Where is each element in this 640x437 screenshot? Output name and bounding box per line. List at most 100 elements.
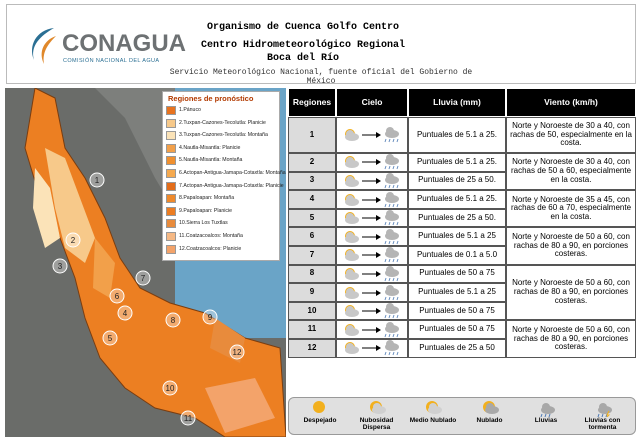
cloud (386, 210, 394, 219)
legend-label: 9.Papaloapan: Planicie (179, 207, 233, 214)
arrow-head (376, 308, 381, 315)
weather-icon (597, 403, 612, 417)
rain-cell: Puntuales de 5.1 a 25 (408, 283, 506, 302)
rain-cell: Puntuales de 5.1 a 25. (408, 153, 506, 172)
sky-cell (336, 227, 408, 246)
region-cell: 1 (288, 117, 336, 153)
cloud (346, 130, 354, 138)
legend-swatch (166, 194, 176, 204)
legend-swatch (166, 131, 176, 141)
cloud (346, 324, 354, 333)
cloud (386, 191, 394, 200)
weather-icon (426, 401, 442, 414)
region-marker-label: 10 (166, 384, 175, 393)
region-cell: 2 (288, 153, 336, 172)
region-cell: 9 (288, 283, 336, 302)
cloud (386, 303, 394, 312)
legend-label: 11.Coatzacoalcos: Montaña (179, 233, 243, 239)
region-marker-label: 11 (184, 414, 193, 423)
cloud (346, 343, 354, 352)
arrow-head (376, 270, 381, 277)
arrow-head (376, 289, 381, 296)
cloud (346, 194, 354, 203)
rain-cell: Puntuales de 0.1 a 5.0 (408, 246, 506, 265)
cloud (346, 213, 354, 222)
rain (384, 352, 399, 356)
legend-label: 3.Tuxpan-Cazones-Tecolutla: Montaña (179, 132, 268, 139)
region-marker (102, 330, 118, 346)
sky-legend-label: Lluvias con tormenta (584, 417, 621, 431)
legend-label: 2.Tuxpan-Cazones-Tecolutla: Planicie (179, 119, 266, 126)
lightning (605, 410, 610, 417)
rain-cell: Puntuales de 25 a 50 (408, 339, 506, 358)
cloud (346, 231, 354, 240)
cloud (372, 403, 381, 411)
region-marker (109, 288, 125, 304)
cloud (386, 154, 394, 163)
sun (313, 401, 325, 413)
rain (384, 277, 399, 282)
legend-label: 10.Sierra Los Tuxtlas (179, 220, 228, 227)
rain (384, 296, 399, 300)
weather-icon (345, 127, 399, 143)
header-line: Centro Hidrometeorológico Regional (200, 40, 406, 51)
sky-cell (336, 208, 408, 228)
region-marker (165, 312, 181, 328)
header-line: Organismo de Cuenca Golfo Centro (206, 22, 400, 33)
rain (384, 221, 399, 226)
rain (384, 166, 399, 170)
cloud (598, 403, 607, 411)
legend-swatch (166, 156, 176, 166)
sky-legend (288, 397, 636, 435)
region-marker (65, 232, 81, 248)
cloud (386, 284, 394, 293)
sky-legend-label: Lluvias (534, 417, 558, 424)
region-marker-label: 12 (233, 348, 242, 357)
weather-icon (345, 210, 399, 226)
weather-icon (345, 191, 399, 207)
region-cell: 5 (288, 208, 336, 228)
sky-legend-label: Nubosidad Dispersa (359, 417, 394, 431)
arrow-head (376, 326, 381, 333)
weather-icon (345, 340, 399, 356)
arrow-head (376, 252, 381, 259)
region-marker-label: 9 (208, 313, 213, 322)
region-cell: 12 (288, 339, 336, 358)
region-marker-label: 6 (115, 292, 120, 301)
rain-cell: Puntuales de 25 a 50. (408, 171, 506, 191)
wind-cell: Norte y Noroeste de 30 a 40, con rachas … (506, 117, 636, 153)
wind-cell: Norte y Noroeste de 35 a 45, con rachas … (506, 190, 636, 228)
sky-cell (336, 190, 408, 209)
arrow-head (376, 132, 381, 138)
sky-cell (336, 283, 408, 302)
legend-label: 5.Nautla-Misantla: Montaña (179, 157, 243, 164)
legend-swatch (166, 244, 176, 254)
sky-cell (336, 171, 408, 191)
sky-legend-label: Medio Nublado (409, 417, 457, 424)
cloud (386, 172, 394, 181)
header-note: Servicio Meteorológico Nacional, fuente … (169, 68, 473, 86)
region-cell: 4 (288, 190, 336, 209)
cloud (542, 403, 550, 411)
cloud (346, 268, 354, 277)
region-marker (162, 380, 178, 396)
cloud (485, 403, 494, 411)
rain-cell: Puntuales de 50 a 75 (408, 301, 506, 321)
cloud (346, 157, 354, 166)
weather-icon (482, 401, 499, 414)
weather-icon (313, 401, 325, 413)
map-legend-title: Regiones de pronóstico (168, 94, 254, 103)
cloud (386, 247, 394, 256)
sky-cell (336, 339, 408, 358)
region-cell: 3 (288, 171, 336, 191)
cloud (346, 287, 354, 296)
logo-subtitle: COMISIÓN NACIONAL DEL AGUA (63, 58, 160, 64)
weather-icon (345, 247, 399, 263)
wind-cell: Norte y Noroeste de 50 a 60, con rachas … (506, 264, 636, 321)
region-marker (202, 309, 218, 325)
legend-label: 12.Coatzacoalcos: Planicie (179, 245, 242, 252)
rain (597, 413, 607, 417)
rain (384, 333, 399, 337)
